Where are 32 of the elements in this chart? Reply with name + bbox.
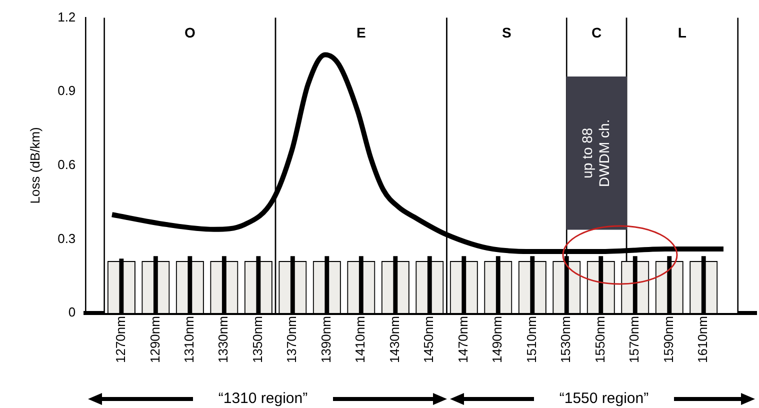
x-tick-label: 1450nm — [421, 316, 436, 364]
x-tick-label: 1550nm — [592, 316, 608, 364]
y-tick-label: 0.3 — [58, 230, 76, 246]
y-axis-title: Loss (dB/km) — [27, 127, 42, 204]
x-tick-label: 1350nm — [250, 316, 265, 364]
band-label: C — [592, 24, 602, 41]
x-tick-label: 1470nm — [455, 316, 470, 364]
band-label: L — [678, 24, 687, 41]
y-tick-label: 0 — [68, 304, 76, 320]
x-tick-label: 1410nm — [352, 316, 368, 364]
y-tick-label: 0.9 — [58, 83, 76, 98]
x-tick-label: 1610nm — [695, 316, 710, 364]
x-tick-label: 1490nm — [490, 316, 505, 364]
x-tick-label: 1590nm — [660, 316, 676, 364]
x-tick-label: 1530nm — [558, 316, 574, 364]
x-tick-label: 1290nm — [147, 316, 162, 364]
x-tick-label: 1370nm — [284, 316, 300, 364]
annotation: up to 88 DWDM ch. — [578, 119, 612, 187]
text: “1550 region” — [558, 389, 650, 408]
x-tick-label: 1430nm — [386, 316, 402, 364]
band-label: S — [502, 24, 512, 41]
x-tick-label: 1310nm — [182, 316, 196, 364]
x-tick-label: 1570nm — [626, 316, 642, 364]
text: “1310 region” — [217, 389, 309, 408]
band-label: O — [184, 24, 196, 41]
band-label: E — [356, 24, 366, 41]
y-tick-label: 0.6 — [58, 156, 76, 172]
y-tick-label: 1.2 — [58, 9, 76, 24]
x-tick-label: 1390nm — [318, 316, 334, 364]
x-tick-label: 1510nm — [524, 316, 539, 364]
x-tick-label: 1270nm — [113, 316, 128, 364]
x-tick-label: 1330nm — [216, 316, 231, 364]
